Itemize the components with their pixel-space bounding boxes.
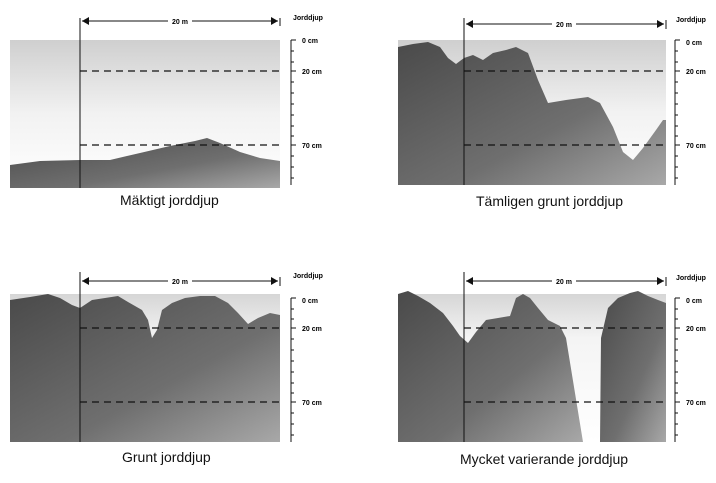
panel-fairly-shallow-soil: 20 m Jorddjup 0 cm 20 cm 70 cm Tämligen … bbox=[388, 0, 716, 225]
depth-scale bbox=[290, 39, 296, 185]
panel-caption: Mycket varierande jorddjup bbox=[460, 451, 629, 467]
depth-label-70: 70 cm bbox=[686, 400, 706, 407]
scale-title: Jorddjup bbox=[676, 275, 706, 282]
span-label: 20 m bbox=[556, 279, 572, 286]
depth-label-70: 70 cm bbox=[302, 143, 322, 150]
depth-label-0: 0 cm bbox=[302, 298, 318, 305]
depth-label-0: 0 cm bbox=[686, 298, 702, 305]
depth-label-70: 70 cm bbox=[302, 400, 322, 407]
span-label: 20 m bbox=[172, 19, 188, 26]
depth-scale bbox=[674, 297, 680, 442]
depth-label-20: 20 cm bbox=[686, 69, 706, 76]
depth-label-20: 20 cm bbox=[302, 69, 322, 76]
depth-label-0: 0 cm bbox=[302, 38, 318, 45]
bedrock-left bbox=[398, 291, 583, 442]
span-label: 20 m bbox=[556, 22, 572, 29]
bedrock bbox=[398, 42, 666, 185]
profile-diagram: 20 m Jorddjup 0 cm 20 cm 70 cm bbox=[10, 272, 323, 442]
panel-shallow-soil: 20 m Jorddjup 0 cm 20 cm 70 cm Grunt jor… bbox=[0, 258, 350, 483]
scale-title: Jorddjup bbox=[293, 273, 323, 280]
depth-scale bbox=[290, 297, 296, 442]
panel-highly-varying-soil: 20 m Jorddjup 0 cm 20 cm 70 cm Mycket va… bbox=[388, 258, 716, 483]
profile-diagram: 20 m Jorddjup 0 cm 20 cm 70 cm bbox=[398, 17, 706, 185]
panel-caption: Grunt jorddjup bbox=[122, 449, 211, 465]
bedrock bbox=[10, 294, 280, 442]
panel-caption: Mäktigt jorddjup bbox=[120, 192, 219, 208]
span-label: 20 m bbox=[172, 279, 188, 286]
depth-label-0: 0 cm bbox=[686, 40, 702, 47]
depth-scale bbox=[674, 39, 680, 185]
depth-label-20: 20 cm bbox=[686, 326, 706, 333]
bedrock bbox=[10, 138, 280, 188]
scale-title: Jorddjup bbox=[676, 17, 706, 24]
depth-label-70: 70 cm bbox=[686, 143, 706, 150]
panel-deep-soil: 20 m Jorddjup 0 cm 20 cm 70 cm Mäktigt j… bbox=[0, 0, 350, 225]
bedrock-right bbox=[600, 291, 666, 442]
depth-label-20: 20 cm bbox=[302, 326, 322, 333]
profile-diagram: 20 m Jorddjup 0 cm 20 cm 70 cm bbox=[398, 272, 706, 442]
profile-diagram: 20 m Jorddjup 0 cm 20 cm 70 cm bbox=[10, 15, 323, 188]
panel-caption: Tämligen grunt jorddjup bbox=[476, 193, 624, 209]
scale-title: Jorddjup bbox=[293, 15, 323, 22]
